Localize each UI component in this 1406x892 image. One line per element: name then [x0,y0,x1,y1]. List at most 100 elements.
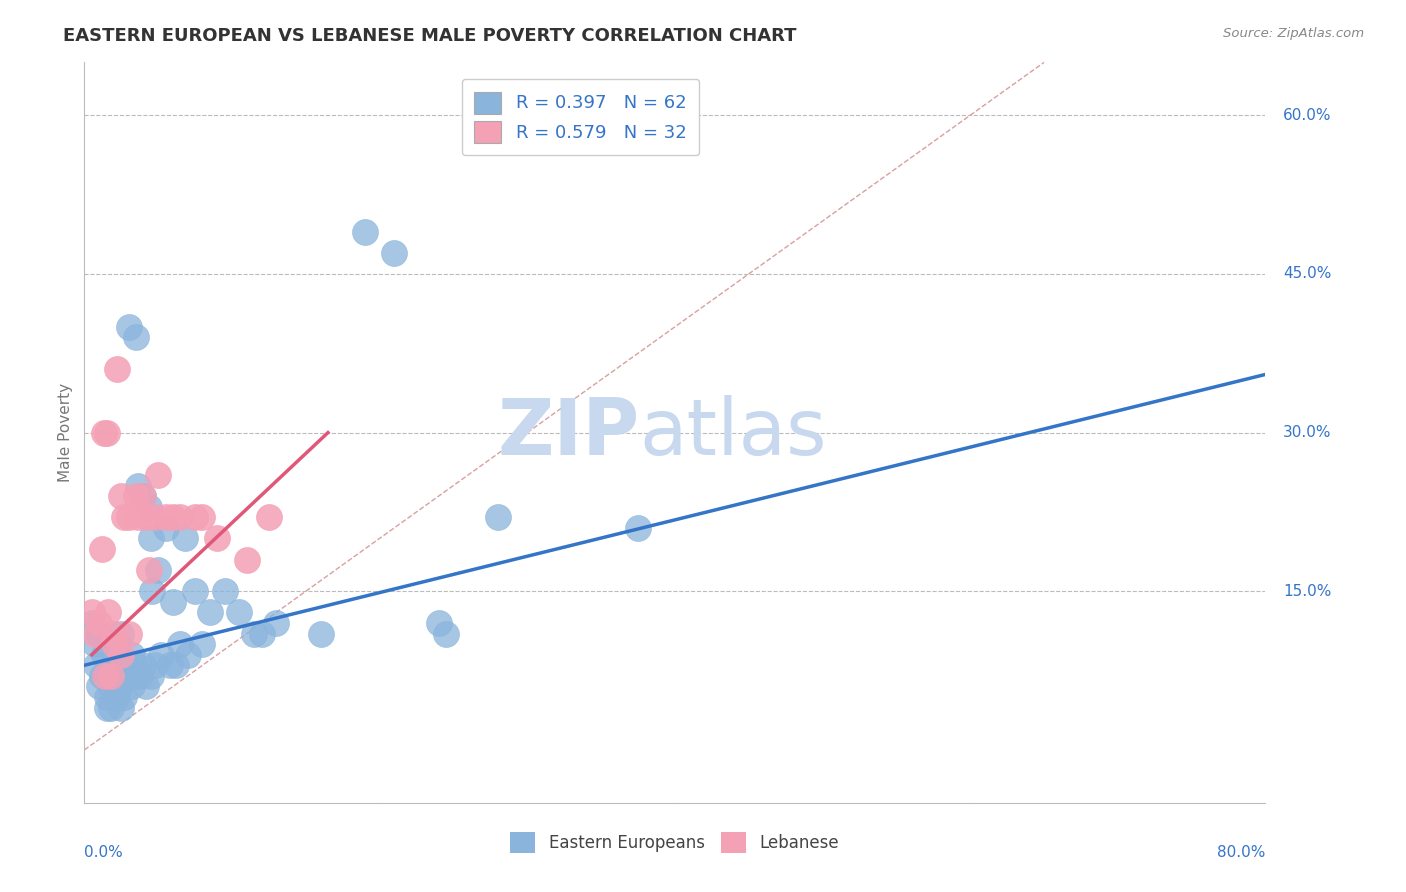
Point [118,319,141,334]
Text: Source: ZipAtlas.com: Source: ZipAtlas.com [1223,27,1364,40]
Point [108,680,131,694]
Point [257,510,280,524]
Point [155,521,177,535]
Point [112,510,135,524]
Point [94,669,117,683]
Point [354,225,377,239]
Point [80,606,103,620]
Point [309,626,332,640]
Point [110,700,132,714]
Point [150,648,173,662]
Point [118,669,141,683]
Point [93,425,115,440]
Point [159,658,181,673]
Text: 80.0%: 80.0% [1218,845,1265,860]
Point [108,658,131,673]
Point [135,510,157,524]
Point [169,510,191,524]
Point [141,584,163,599]
Legend: Eastern Europeans, Lebanese: Eastern Europeans, Lebanese [502,824,848,861]
Point [103,626,125,640]
Point [87,615,111,630]
Point [162,595,184,609]
Point [112,658,135,673]
Point [100,680,122,694]
Point [382,245,406,260]
Point [103,648,125,662]
Y-axis label: Male Poverty: Male Poverty [58,383,73,483]
Point [173,532,195,546]
Point [427,615,450,630]
Point [132,489,155,503]
Point [228,606,250,620]
Point [184,510,207,524]
Point [124,658,146,673]
Point [105,637,128,651]
Point [112,690,135,704]
Point [243,626,266,640]
Point [105,690,128,704]
Point [155,510,177,524]
Text: 15.0%: 15.0% [1284,583,1331,599]
Point [96,700,118,714]
Point [97,606,120,620]
Point [148,467,170,482]
Point [127,510,149,524]
Point [100,669,122,683]
Point [139,532,162,546]
Point [100,700,122,714]
Text: 60.0%: 60.0% [1284,108,1331,123]
Point [121,680,143,694]
Point [214,584,236,599]
Point [191,637,214,651]
Point [105,362,128,376]
Point [434,626,457,640]
Point [84,658,107,673]
Point [110,626,132,640]
Point [93,648,115,662]
Point [132,489,155,503]
Point [138,563,160,577]
Point [96,690,118,704]
Point [103,669,125,683]
Point [266,615,288,630]
Point [97,669,120,683]
Text: EASTERN EUROPEAN VS LEBANESE MALE POVERTY CORRELATION CHART: EASTERN EUROPEAN VS LEBANESE MALE POVERT… [63,27,797,45]
Point [143,510,166,524]
Point [87,680,111,694]
Text: atlas: atlas [640,394,827,471]
Point [135,680,157,694]
Point [83,626,105,640]
Point [486,510,509,524]
Point [143,658,166,673]
Point [91,541,114,556]
Point [184,584,207,599]
Point [103,637,125,651]
Point [177,648,200,662]
Point [83,637,105,651]
Point [165,658,187,673]
Point [138,500,160,514]
Point [250,626,273,640]
Point [127,478,149,492]
Point [132,658,155,673]
Point [80,615,103,630]
Point [110,489,132,503]
Point [125,330,148,344]
Point [96,425,118,440]
Point [198,606,221,620]
Point [87,626,111,640]
Point [627,521,650,535]
Point [121,648,143,662]
Point [118,510,141,524]
Point [162,510,184,524]
Text: ZIP: ZIP [498,394,640,471]
Text: 45.0%: 45.0% [1284,267,1331,282]
Point [139,669,162,683]
Point [118,626,141,640]
Point [125,489,148,503]
Point [169,637,191,651]
Text: 0.0%: 0.0% [84,845,124,860]
Point [207,532,229,546]
Text: 30.0%: 30.0% [1284,425,1331,440]
